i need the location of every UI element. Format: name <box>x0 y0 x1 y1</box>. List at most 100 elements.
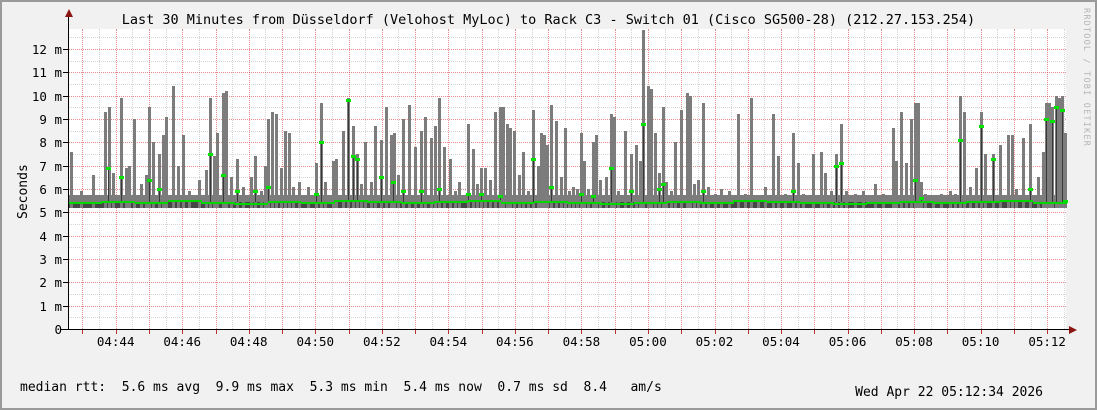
smoke-bar <box>599 179 602 208</box>
grid-major-h <box>68 188 1066 190</box>
smoke-bar <box>580 132 583 208</box>
median-connector <box>960 139 961 202</box>
median-mark <box>701 190 706 194</box>
grid-major-v <box>448 29 450 329</box>
smoke-bar <box>128 165 131 208</box>
smoke-bar <box>777 156 780 208</box>
median-connector <box>611 167 612 202</box>
baseline-min-edge <box>68 201 1066 208</box>
median-connector <box>357 158 358 202</box>
smoke-bar <box>92 174 95 208</box>
median-mark <box>235 190 240 194</box>
smoke-bar <box>862 191 865 208</box>
x-tick-label: 05:02 <box>695 334 734 349</box>
median-connector <box>159 188 160 202</box>
median-connector <box>793 191 794 202</box>
grid-major-h <box>68 235 1066 237</box>
smoke-bar <box>402 118 405 208</box>
x-tick <box>481 330 483 334</box>
smoke-bar <box>222 93 225 208</box>
x-tick <box>880 330 882 334</box>
median-mark <box>1044 117 1049 121</box>
median-line-segment <box>68 201 102 204</box>
smoke-bar <box>165 116 168 208</box>
median-line-segment <box>700 201 734 204</box>
y-tick <box>63 95 68 97</box>
smoke-bar <box>630 153 633 208</box>
median-mark <box>549 185 554 189</box>
y-tick <box>63 142 68 144</box>
median-line-segment <box>467 199 502 202</box>
x-tick <box>448 330 450 334</box>
median-connector <box>210 153 211 202</box>
x-tick-label: 04:56 <box>496 334 534 349</box>
smoke-bar <box>540 132 543 208</box>
smoke-bar <box>537 165 540 208</box>
median-mark <box>351 155 356 159</box>
smoke-bar <box>108 107 111 208</box>
smoke-bar <box>125 167 128 208</box>
grid-minor-h <box>68 270 1066 272</box>
smoke-bar <box>784 193 787 208</box>
smoke-bar <box>271 111 274 208</box>
smoke-bar <box>177 165 180 208</box>
x-tick <box>182 330 184 334</box>
x-tick <box>415 330 417 334</box>
median-line-segment <box>567 201 601 204</box>
y-tick <box>63 72 68 74</box>
smoke-bar <box>1058 97 1061 208</box>
x-tick <box>82 330 84 334</box>
grid-minor-h <box>68 37 1066 39</box>
median-line-segment <box>966 200 1001 203</box>
median-connector <box>321 142 322 202</box>
grid-minor-v <box>465 29 466 329</box>
smoke-bar <box>797 163 800 208</box>
smoke-bar <box>264 165 267 208</box>
x-tick-label: 04:46 <box>163 334 202 349</box>
smoke-bar <box>583 160 586 208</box>
median-connector <box>468 193 469 202</box>
grid-minor-v <box>198 29 200 329</box>
median-connector <box>659 188 660 202</box>
median-connector <box>663 184 664 202</box>
smoke-bar <box>689 95 692 208</box>
y-tick-label: 3 m <box>39 251 62 267</box>
median-mark <box>1050 120 1055 124</box>
median-connector <box>500 195 501 202</box>
median-connector <box>551 186 552 202</box>
grid-minor-v <box>764 29 766 329</box>
grid-minor-h <box>68 223 1066 225</box>
smoke-bar <box>152 142 155 208</box>
smoke-bar <box>707 186 710 208</box>
median-line-segment <box>367 200 402 203</box>
grid-minor-v <box>132 29 134 329</box>
x-axis-arrow <box>1069 326 1077 334</box>
grid-minor-v <box>298 29 300 329</box>
median-line-segment <box>866 201 901 204</box>
x-tick <box>714 330 716 334</box>
median-connector <box>1056 107 1057 202</box>
median-connector <box>237 191 238 202</box>
smoke-bar <box>714 193 717 208</box>
median-connector <box>1062 109 1063 202</box>
x-tick <box>548 330 550 334</box>
median-mark <box>791 190 796 194</box>
x-tick <box>514 330 516 334</box>
x-tick-label: 05:12 <box>1028 334 1066 349</box>
grid-major-h <box>68 48 1066 50</box>
smoke-bar <box>693 184 696 208</box>
x-tick-label: 04:48 <box>229 334 268 349</box>
smoke-bar <box>697 179 700 208</box>
smoke-bar <box>393 132 396 208</box>
median-mark <box>479 192 484 196</box>
smoke-bar <box>999 144 1002 208</box>
grid-major-v <box>115 29 117 329</box>
smoke-bar <box>635 144 638 208</box>
median-mark <box>629 190 634 194</box>
median-mark <box>1060 108 1065 112</box>
smoke-bar <box>292 186 295 208</box>
smoke-bar <box>364 142 367 208</box>
smoke-bar <box>910 118 913 208</box>
x-tick <box>248 330 250 334</box>
median-line-segment <box>533 200 568 203</box>
